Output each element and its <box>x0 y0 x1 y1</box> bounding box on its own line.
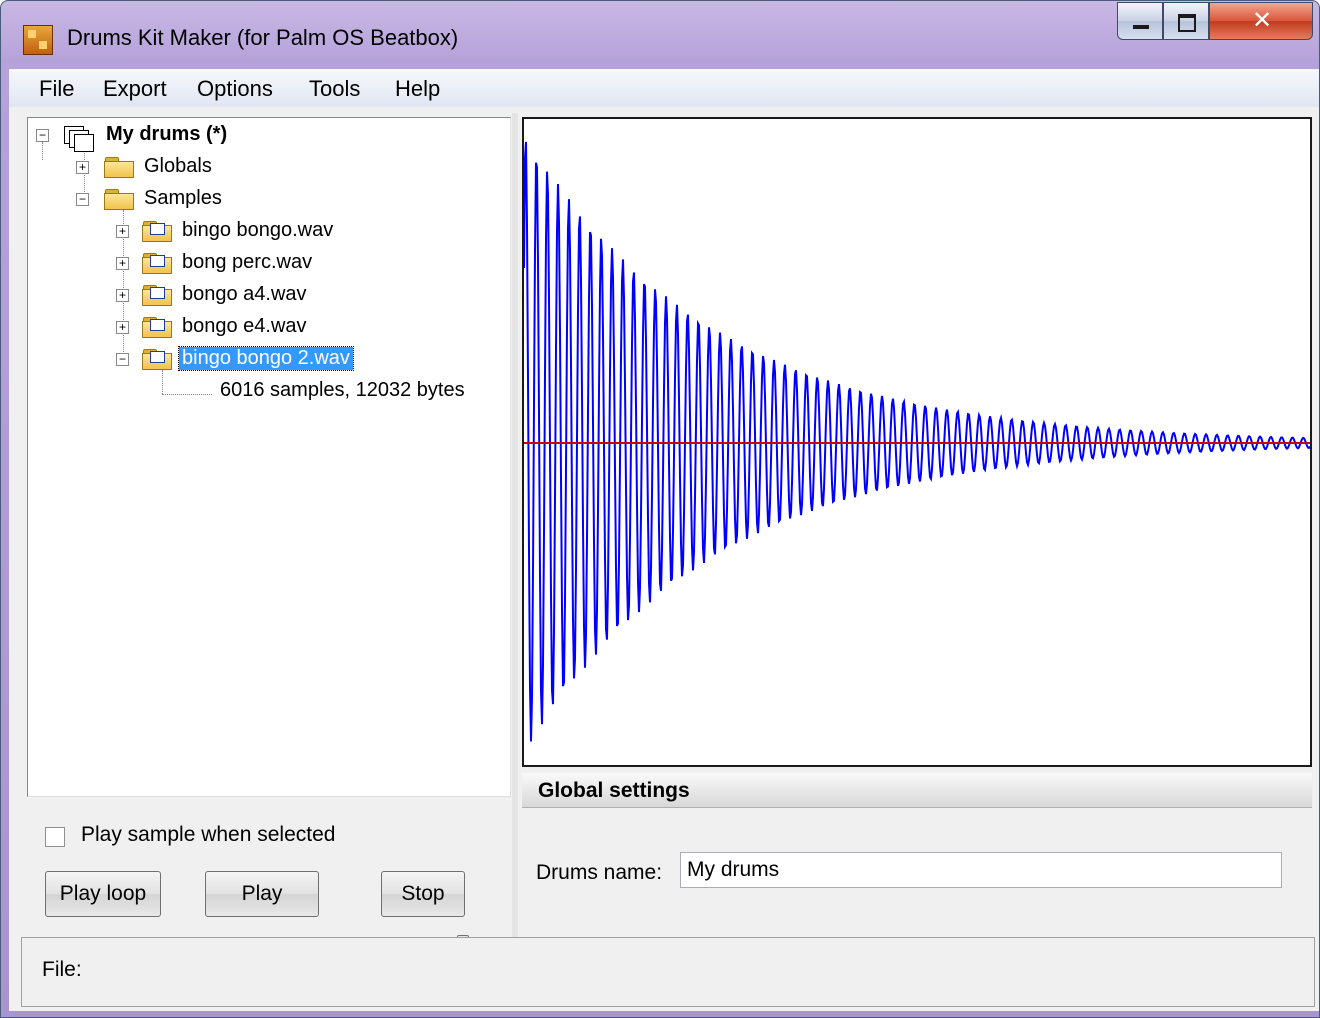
expand-icon[interactable]: + <box>116 225 129 238</box>
tree-item-sample[interactable]: + bingo bongo.wav <box>28 216 508 246</box>
vertical-splitter[interactable] <box>512 113 518 997</box>
tree-item-globals[interactable]: + Globals <box>28 152 508 182</box>
expand-icon[interactable]: + <box>116 321 129 334</box>
tree-line <box>123 210 124 362</box>
sample-label: bongo a4.wav <box>182 283 307 305</box>
global-settings-header: Global settings <box>522 773 1312 808</box>
menu-options[interactable]: Options <box>197 76 273 101</box>
window-title: Drums Kit Maker (for Palm OS Beatbox) <box>67 25 459 50</box>
folder-tab <box>105 157 119 162</box>
tree-root-label: My drums (*) <box>106 123 228 145</box>
wave-mini-icon <box>150 287 165 299</box>
drums-name-input[interactable] <box>680 852 1282 888</box>
tree-item-info[interactable]: 6016 samples, 12032 bytes <box>28 376 508 406</box>
close-button[interactable]: ✕ <box>1209 2 1313 40</box>
sample-folder-icon <box>142 317 172 338</box>
page-layer <box>74 134 94 152</box>
tree-root[interactable]: − My drums (*) <box>28 120 508 152</box>
wave-mini-icon <box>150 351 165 363</box>
wave-mini-icon <box>150 255 165 267</box>
tree-item-sample[interactable]: + bongo e4.wav <box>28 312 508 342</box>
play-loop-button[interactable]: Play loop <box>45 871 161 917</box>
sample-label: bongo e4.wav <box>182 315 307 337</box>
folder-body <box>104 161 134 178</box>
menu-export[interactable]: Export <box>103 76 167 101</box>
expand-icon[interactable]: + <box>76 161 89 174</box>
minimize-button[interactable] <box>1117 2 1163 40</box>
menu-file[interactable]: File <box>39 76 75 101</box>
tree-item-label: Samples <box>144 187 222 209</box>
sample-label: bong perc.wav <box>182 251 313 273</box>
app-icon <box>23 25 53 55</box>
folder-open-icon <box>104 189 134 210</box>
sample-label: bingo bongo 2.wav <box>178 346 354 371</box>
waveform-svg <box>523 141 1311 742</box>
sample-info-label: 6016 samples, 12032 bytes <box>220 379 465 401</box>
wave-mini-icon <box>150 319 165 331</box>
maximize-icon <box>1178 14 1196 32</box>
tree-item-samples[interactable]: − Samples <box>28 184 508 214</box>
title-bar[interactable]: Drums Kit Maker (for Palm OS Beatbox) ✕ <box>1 1 1319 69</box>
expand-icon[interactable]: + <box>116 289 129 302</box>
sample-folder-icon <box>142 221 172 242</box>
play-button[interactable]: Play <box>205 871 319 917</box>
close-icon: ✕ <box>1252 7 1273 34</box>
folder-tab <box>105 189 119 194</box>
stop-button[interactable]: Stop <box>381 871 465 917</box>
menu-help[interactable]: Help <box>395 76 441 101</box>
maximize-button[interactable] <box>1163 2 1209 40</box>
wave-mini-icon <box>150 223 165 235</box>
expand-icon[interactable]: + <box>116 257 129 270</box>
tree-line <box>42 142 43 160</box>
tree-item-sample[interactable]: + bong perc.wav <box>28 248 508 278</box>
client-area: File Export Options Tools Help − My drum… <box>9 69 1319 1011</box>
waveform-display[interactable] <box>522 117 1312 767</box>
tree-item-sample-selected[interactable]: − bingo bongo 2.wav <box>28 344 508 374</box>
status-file-label: File: <box>42 958 82 981</box>
collapse-icon[interactable]: − <box>116 353 129 366</box>
sample-folder-icon <box>142 285 172 306</box>
drum-kit-icon <box>64 126 94 152</box>
menu-bar: File Export Options Tools Help <box>9 69 1319 107</box>
drums-name-label: Drums name: <box>536 861 663 884</box>
folder-icon <box>104 157 134 178</box>
tree-line <box>162 394 212 395</box>
collapse-icon[interactable]: − <box>36 129 49 142</box>
play-when-selected-label[interactable]: Play sample when selected <box>81 823 336 846</box>
play-when-selected-checkbox[interactable] <box>45 827 65 847</box>
tree-line <box>162 370 163 394</box>
drums-tree[interactable]: − My drums (*) + Globals − Samples + <box>27 117 511 797</box>
sample-folder-icon <box>142 253 172 274</box>
status-bar: File: <box>21 937 1315 1007</box>
tree-item-sample[interactable]: + bongo a4.wav <box>28 280 508 310</box>
minimize-icon <box>1133 25 1149 29</box>
sample-label: bingo bongo.wav <box>182 219 334 241</box>
collapse-icon[interactable]: − <box>76 193 89 206</box>
tree-line <box>84 148 85 202</box>
global-settings-title: Global settings <box>538 779 690 802</box>
folder-body <box>104 193 134 210</box>
sample-folder-icon <box>142 349 172 370</box>
menu-tools[interactable]: Tools <box>309 76 361 101</box>
waveform-line <box>523 141 1311 742</box>
tree-item-label: Globals <box>144 155 212 177</box>
